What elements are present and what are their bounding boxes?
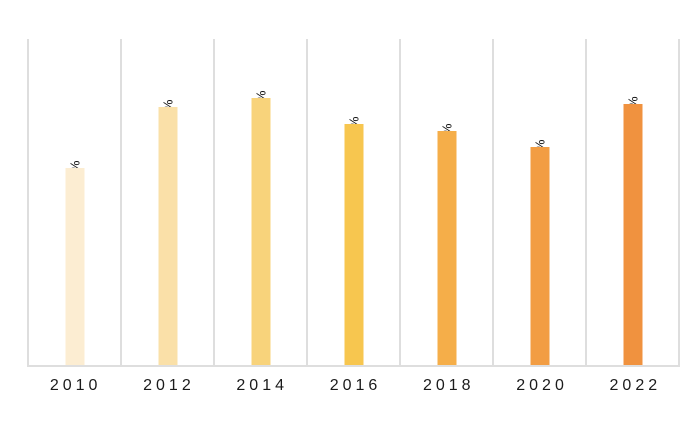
bar: [530, 147, 549, 365]
x-axis-tick-label: 2010: [49, 377, 102, 394]
x-axis-labels: 2010 2012 2014 2016 2018 2020 2022: [27, 377, 680, 395]
x-axis-tick-label: 2012: [143, 377, 195, 394]
chart-column: 67,0%: [492, 39, 585, 365]
x-axis-tick-label: 2016: [329, 377, 382, 394]
bar: [344, 123, 363, 365]
x-axis-tick-label: 2018: [422, 377, 475, 394]
bar: [158, 106, 177, 365]
chart-column: 80,20%: [585, 39, 680, 365]
x-axis-tick-label: 2014: [236, 377, 288, 394]
chart-column: 79,5%: [120, 39, 213, 365]
bar: [251, 97, 270, 365]
chart-column: 74,2%: [306, 39, 399, 365]
chart-column: 71,9%: [399, 39, 492, 365]
bar: [65, 168, 84, 365]
bar: [623, 104, 642, 365]
bar: [437, 131, 456, 365]
chart-column: 82,3%: [213, 39, 306, 365]
x-axis-tick-label: 2022: [609, 377, 662, 394]
plot-area: 60,5% 79,5% 82,3% 74,2% 71,9% 67,0% 80,2…: [27, 39, 680, 367]
x-axis-tick-label: 2020: [516, 377, 568, 394]
chart-column: 60,5%: [27, 39, 120, 365]
